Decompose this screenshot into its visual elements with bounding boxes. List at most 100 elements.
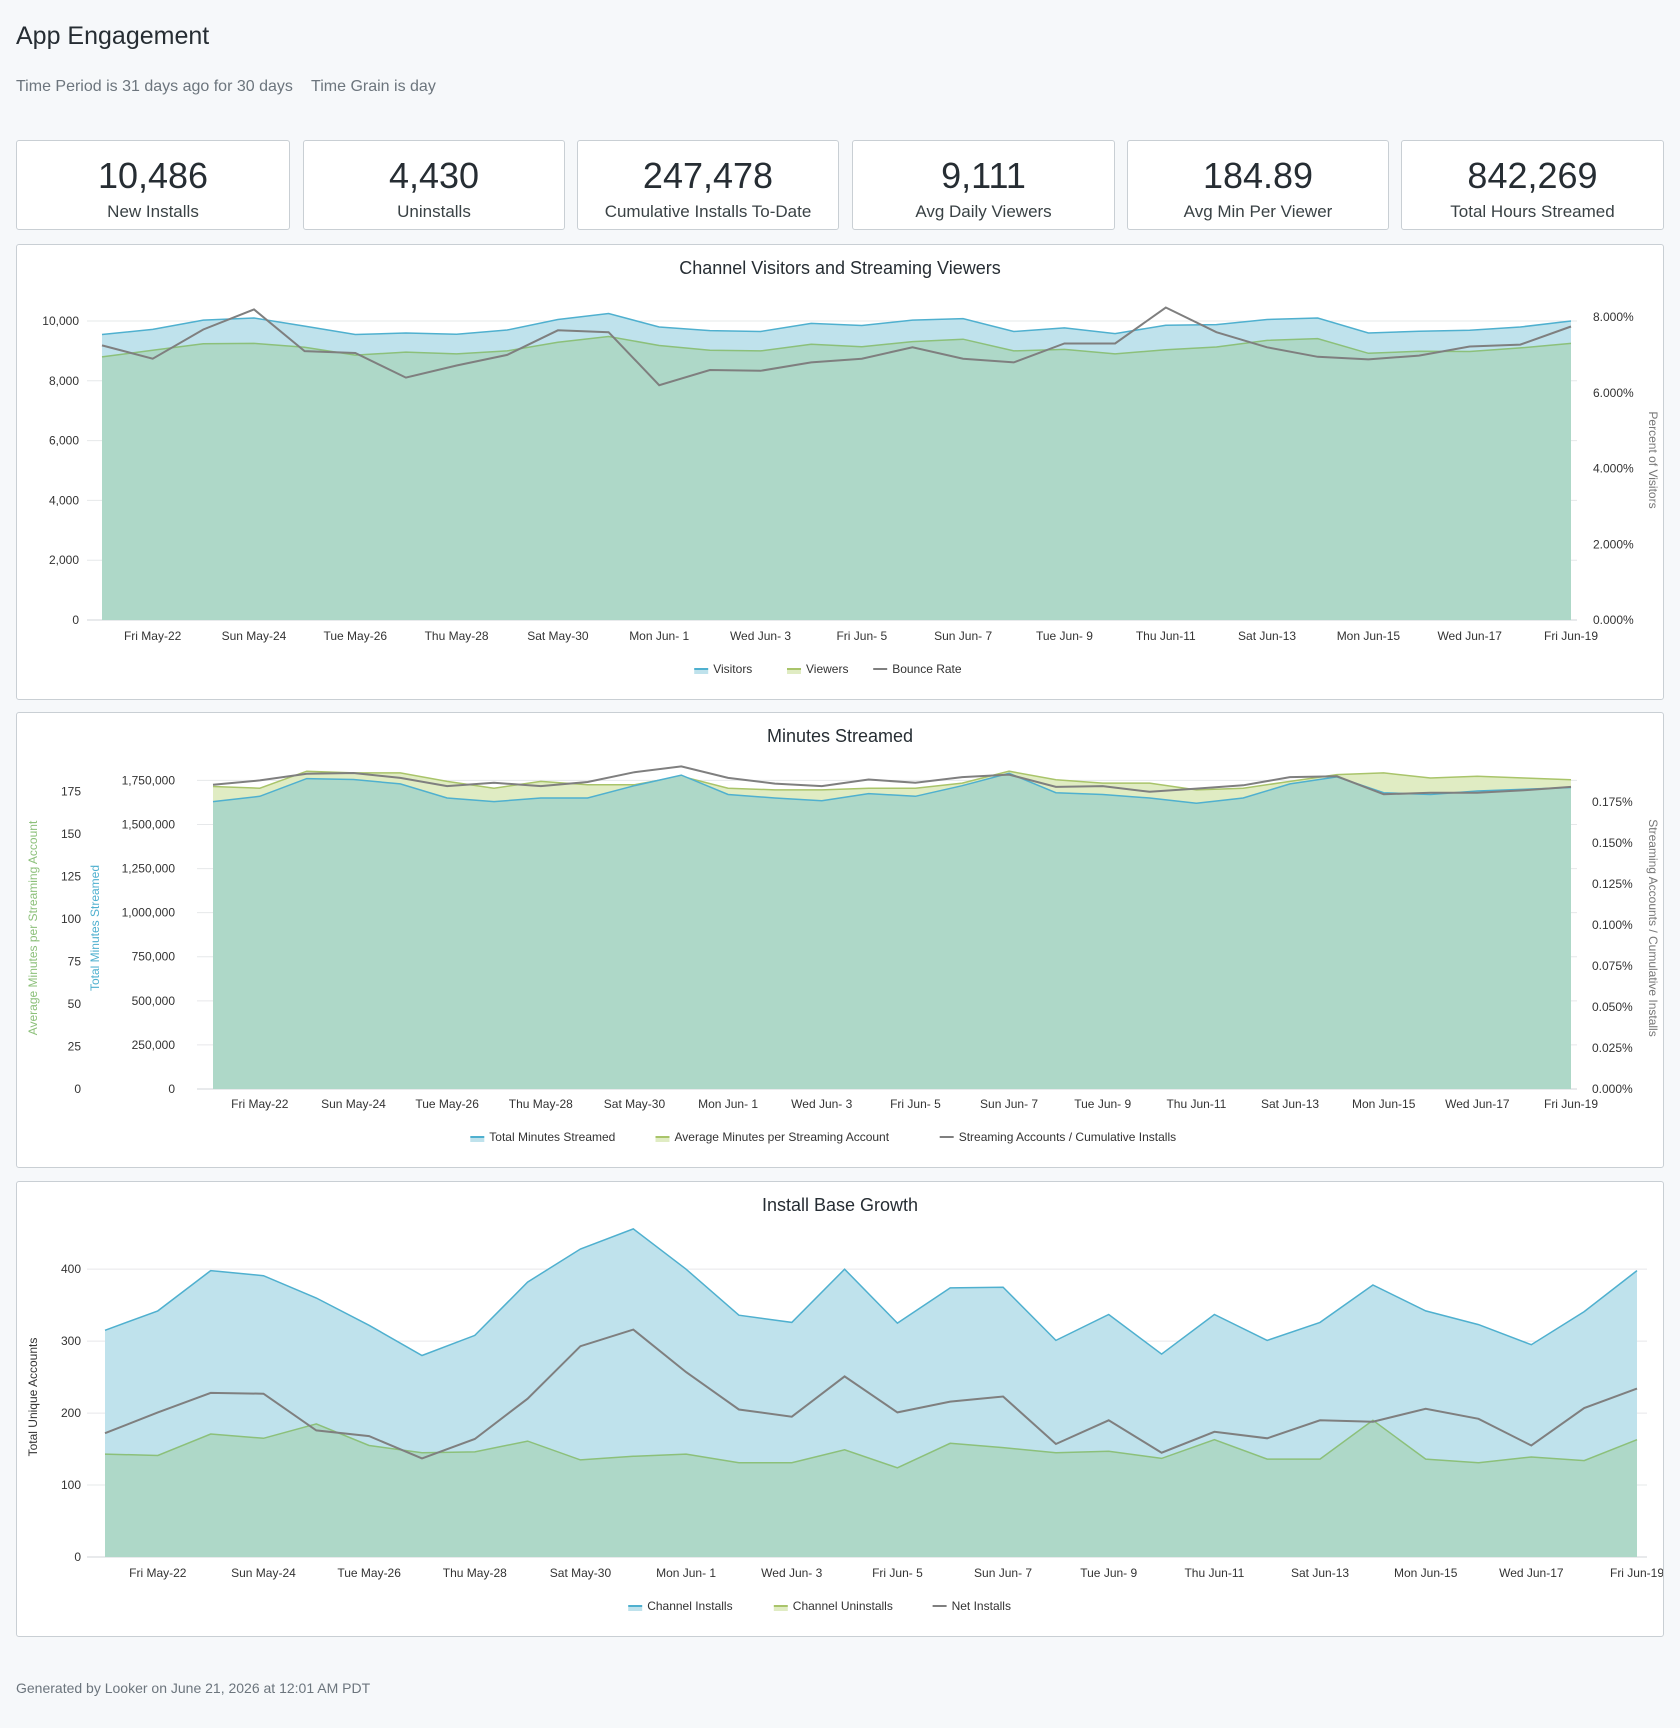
y-right-tick-label: 0.050% [1592,1000,1633,1014]
kpi-avg-daily-viewers[interactable]: 9,111 Avg Daily Viewers [852,140,1115,230]
y-left-outer-tick-label: 25 [68,1040,82,1054]
y-left-inner-tick-label: 1,500,000 [122,817,176,831]
x-tick-label: Sun Jun- 7 [974,1566,1032,1580]
net-installs-series [104,1328,1638,1460]
chart-title: Minutes Streamed [766,726,914,746]
legend-item: Visitors [713,662,752,676]
kpi-value: 842,269 [1467,155,1598,196]
x-tick-label: Tue Jun- 9 [1036,629,1093,643]
y-right-tick-label: 0.025% [1592,1041,1633,1055]
x-tick-label: Tue May-26 [323,629,387,643]
kpi-label: Avg Daily Viewers [915,202,1052,221]
visitors-viewers-chart[interactable]: Percent of Visitors 10,000 8,000 6,000 4,00… [17,245,1663,699]
y-left-inner-tick-label: 1,250,000 [122,862,176,876]
x-tick-label: Fri Jun- 5 [836,629,887,643]
filter-time-period[interactable]: Time Period is 31 days ago for 30 days [16,78,293,95]
x-tick-label: Sat Jun-13 [1291,1566,1349,1580]
y-right-axis-label: Percent of Visitors [1646,411,1660,508]
x-tick-label: Sun Jun- 7 [934,629,992,643]
kpi-value: 10,486 [97,155,209,196]
visitors-series-line [101,312,1572,336]
y-left-inner-axis-label: Total Minutes Streamed [88,865,102,991]
x-tick-label: Mon Jun-15 [1394,1566,1458,1580]
x-tick-label: Mon Jun- 1 [698,1097,758,1111]
y-left-outer-tick-label: 0 [74,1082,81,1096]
y-left-outer-axis-label: Average Minutes per Streaming Account [26,820,40,1035]
y-left-inner-tick-label: 500,000 [132,994,176,1008]
kpi-value: 4,430 [388,155,480,196]
viewers-series-area [102,336,1571,620]
legend-swatch-fill [655,1138,670,1142]
x-tick-label: Fri May-22 [124,629,182,643]
legend-item: Average Minutes per Streaming Account [675,1130,890,1144]
y-right-tick-label: 2.000% [1593,537,1634,551]
y-right-tick-label: 6.000% [1593,386,1634,400]
kpi-label: Avg Min Per Viewer [1183,202,1333,221]
x-tick-label: Sun May-24 [321,1097,386,1111]
legend-swatch-fill [773,1607,788,1611]
channel-installs-series-line [104,1228,1638,1357]
legend-item: Viewers [806,662,848,676]
minutes-streamed-chart[interactable]: Average Minutes per Streaming Account To… [17,713,1663,1167]
x-tick-label: Sat May-30 [604,1097,666,1111]
y-left-outer-tick-label: 150 [61,827,81,841]
y-left-outer-tick-label: 50 [68,997,82,1011]
y-left-inner-tick-label: 1,000,000 [122,906,176,920]
x-tick-label: Thu May-28 [425,629,489,643]
kpi-value: 247,478 [642,155,774,196]
y-left-tick-label: 300 [61,1334,81,1348]
x-tick-label: Thu Jun-11 [1184,1566,1244,1580]
install-base-chart[interactable]: Total Unique Accounts 400 300 200 100 0 Fri M… [17,1182,1663,1636]
chart-title: Channel Visitors and Streaming Viewers [679,258,1001,278]
y-left-tick-label: 4,000 [49,493,79,507]
y-left-outer-tick-label: 175 [61,785,81,799]
legend-item: Channel Uninstalls [793,1599,893,1613]
kpi-avg-min-per-viewer[interactable]: 184.89 Avg Min Per Viewer [1127,140,1389,230]
x-tick-label: Tue May-26 [337,1566,401,1580]
legend-swatch-fill [470,1138,485,1142]
x-tick-label: Sun May-24 [222,629,287,643]
kpi-total-hours-streamed[interactable]: 842,269 Total Hours Streamed [1401,140,1664,230]
kpi-uninstalls[interactable]: 4,430 Uninstalls [303,140,565,230]
y-left-tick-label: 100 [61,1478,81,1492]
x-tick-label: Wed Jun- 3 [791,1097,852,1111]
filter-summary: Time Period is 31 days ago for 30 days T… [16,78,450,96]
x-tick-label: Sat Jun-13 [1261,1097,1319,1111]
viewers-series-line [101,335,1572,358]
x-tick-label: Sun Jun- 7 [980,1097,1038,1111]
y-right-tick-label: 0.125% [1592,877,1633,891]
page-title: App Engagement [16,22,210,50]
x-tick-label: Thu May-28 [509,1097,573,1111]
x-tick-label: Thu Jun-11 [1136,629,1196,643]
x-tick-label: Wed Jun- 3 [761,1566,822,1580]
legend-item: Bounce Rate [892,662,962,676]
x-tick-label: Mon Jun-15 [1337,629,1401,643]
y-left-tick-label: 8,000 [49,374,79,388]
filter-time-grain[interactable]: Time Grain is day [311,78,436,95]
chart-panel-install-base: Install Base Growth Total Unique Account… [16,1181,1664,1637]
y-left-inner-tick-label: 250,000 [132,1038,176,1052]
kpi-value: 184.89 [1202,155,1314,196]
y-right-tick-label: 0.175% [1592,795,1633,809]
x-tick-label: Thu Jun-11 [1166,1097,1226,1111]
y-left-axis-label: Total Unique Accounts [26,1338,40,1457]
x-tick-label: Fri May-22 [231,1097,289,1111]
legend-item: Net Installs [952,1599,1011,1613]
kpi-cumulative-installs[interactable]: 247,478 Cumulative Installs To-Date [577,140,839,230]
bounce-rate-series [101,306,1572,387]
x-tick-label: Fri Jun-19 [1544,1097,1598,1111]
footer-text: Generated by Looker on June 21, 2026 at … [16,1680,371,1696]
x-tick-label: Sat May-30 [550,1566,612,1580]
kpi-new-installs[interactable]: 10,486 New Installs [16,140,290,230]
y-left-inner-tick-label: 0 [168,1082,175,1096]
y-left-tick-label: 0 [72,613,79,627]
kpi-label: Total Hours Streamed [1450,202,1615,221]
legend-item: Total Minutes Streamed [489,1130,615,1144]
avg-minutes-series-line [212,770,1572,791]
x-tick-label: Sat Jun-13 [1238,629,1296,643]
y-left-outer-tick-label: 75 [68,955,82,969]
y-right-tick-label: 0.150% [1592,836,1633,850]
x-tick-label: Mon Jun- 1 [656,1566,716,1580]
channel-uninstalls-series-line [104,1419,1638,1469]
y-left-tick-label: 200 [61,1406,81,1420]
